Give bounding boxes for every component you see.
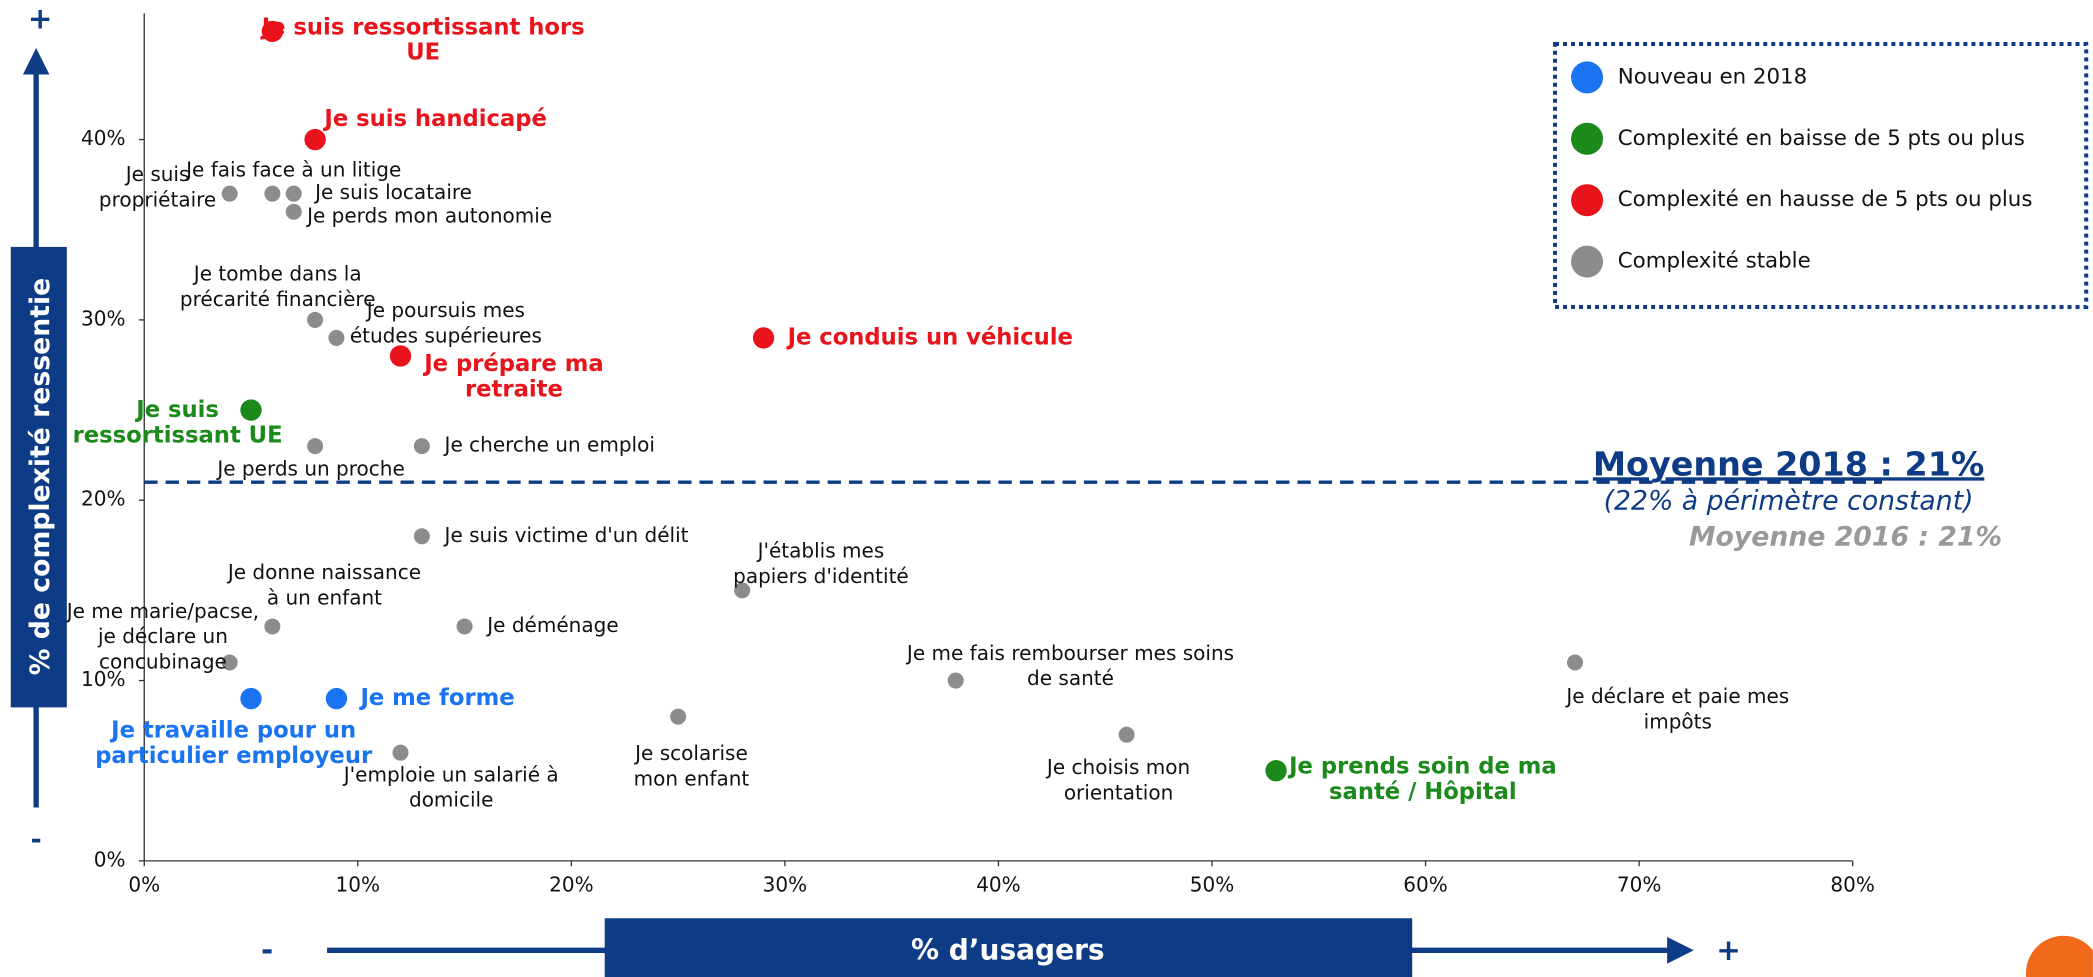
point-label: Je travaille pour un particulier employeu… (95, 717, 373, 768)
reference-note: Moyenne 2016 : 21% (1689, 521, 2002, 552)
y-tick-label: 30% (81, 306, 125, 330)
x-axis-label: % d’usagers (911, 934, 1105, 967)
legend-box (1553, 42, 2089, 309)
x-tick-label: 10% (336, 873, 381, 897)
point (240, 687, 262, 710)
point (328, 329, 345, 346)
point (734, 582, 751, 599)
point (240, 399, 262, 421)
y-tick-label: 20% (81, 487, 125, 511)
logo (2025, 935, 2093, 977)
legend-marker (1571, 122, 1604, 155)
point (413, 528, 430, 545)
x-tick-label: 70% (1617, 873, 1662, 897)
y-axis-label: % de complexité ressentie (25, 278, 56, 675)
point (389, 345, 412, 367)
point (221, 654, 238, 671)
x-tick-label: 20% (549, 873, 594, 897)
point-label: Je perds un proche (215, 457, 404, 481)
point-label: Je suis ressortissant UE (73, 397, 283, 448)
x-tick-label: 0% (128, 873, 160, 897)
reference-sublabel: (22% à périmètre constant) (1604, 485, 1974, 516)
point (307, 311, 324, 328)
point-label: Je fais face à un litige (184, 157, 401, 181)
point (392, 744, 409, 761)
point-label: J'emploie un salarié à domicile (342, 762, 559, 811)
point-label: Je perds mon autonomie (305, 204, 552, 228)
y-tick-label: 40% (81, 126, 125, 150)
point-label: Je me marie/pacse, je déclare un concubina… (65, 598, 259, 673)
point-label: Je tombe dans la précarité financière (180, 261, 376, 310)
x-tick-label: 30% (763, 873, 807, 897)
point (264, 185, 281, 202)
point-label: Je déménage (485, 613, 618, 637)
legend-marker (1571, 184, 1604, 217)
x-tick-label: 80% (1830, 873, 1875, 897)
point-label: Je déclare et paie mes impôts (1564, 684, 1789, 733)
x-end-low: - (261, 933, 273, 967)
point-label: Je suis ressortissant hors UE (260, 14, 585, 65)
point-label: Je suis locataire (313, 180, 472, 204)
point-label: Je suis handicapé (322, 106, 546, 132)
point-label: Je me fais rembourser mes soins de santé (905, 640, 1234, 689)
point (413, 438, 430, 455)
legend-label: Complexité stable (1618, 249, 1811, 274)
point (1567, 654, 1584, 671)
point-label: Je donne naissance à un enfant (226, 560, 421, 609)
point (264, 618, 281, 635)
point (261, 20, 284, 43)
point (285, 185, 302, 202)
legend-label: Nouveau en 2018 (1618, 64, 1807, 89)
reference-label: Moyenne 2018 : 21% (1593, 444, 1984, 483)
point (1118, 726, 1135, 743)
x-label-box (604, 918, 1413, 977)
y-label-box (10, 246, 67, 708)
point (304, 128, 326, 151)
x-tick-label: 60% (1403, 873, 1448, 897)
point (670, 708, 687, 725)
point-label: Je scolarise mon enfant (633, 740, 749, 789)
legend-label: Complexité en hausse de 5 pts ou plus (1618, 187, 2033, 212)
point (285, 203, 302, 220)
point (752, 327, 775, 349)
point-label: Je prends soin de ma santé / Hôpital (1287, 753, 1557, 804)
point (307, 438, 324, 455)
point (1265, 760, 1287, 782)
point (325, 687, 348, 710)
point-label: Je choisis mon orientation (1045, 755, 1190, 804)
point-label: J'établis mes papiers d'identité (733, 538, 909, 587)
point-label: Je me forme (358, 685, 514, 711)
point-label: Je conduis un véhicule (786, 324, 1073, 350)
point (947, 672, 964, 689)
legend-label: Complexité en baisse de 5 pts ou plus (1618, 126, 2025, 151)
point (456, 618, 473, 635)
point-label: Je poursuis mes études supérieures (350, 298, 542, 347)
y-tick-label: 10% (81, 667, 125, 691)
point-label: Je suis victime d'un délit (443, 523, 689, 547)
legend-marker (1571, 61, 1604, 94)
x-tick-label: 40% (976, 873, 1021, 897)
x-end-high: + (1716, 933, 1741, 967)
point (221, 185, 238, 202)
point-label: Je cherche un emploi (443, 433, 655, 457)
y-tick-label: 0% (94, 847, 126, 871)
point-label: Je prépare ma retraite (422, 350, 603, 401)
legend-marker (1571, 245, 1604, 278)
y-end-low: - (31, 824, 42, 855)
y-end-high: + (28, 2, 53, 36)
x-tick-label: 50% (1190, 873, 1235, 897)
point-label: Je suis propriétaire (99, 161, 216, 210)
